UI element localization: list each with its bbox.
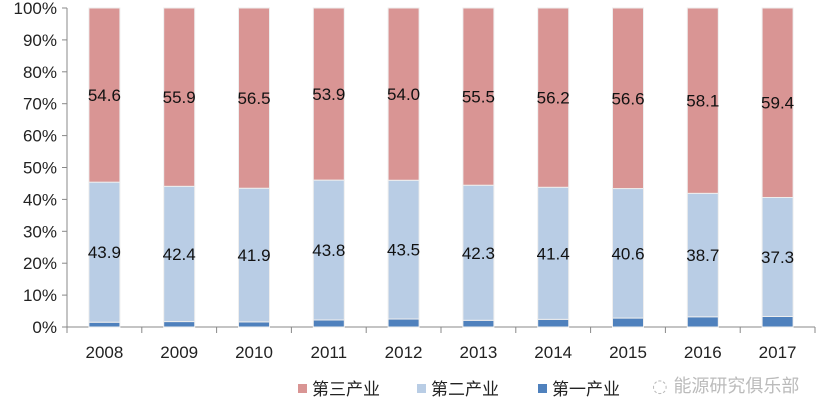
data-label: 56.5 <box>237 89 270 108</box>
bar-segment <box>537 186 570 320</box>
bar-segment <box>163 7 196 187</box>
y-tick-label: 30% <box>23 222 57 241</box>
bar-segment <box>686 192 719 318</box>
data-label: 54.6 <box>88 86 121 105</box>
data-label: 42.4 <box>163 245 196 264</box>
data-label: 55.5 <box>462 88 495 107</box>
bar-segment <box>312 319 345 328</box>
data-label: 59.4 <box>761 94 794 113</box>
legend-label: 第二产业 <box>431 380 499 399</box>
bar-segment <box>612 7 644 190</box>
watermark-text: 能源研究俱乐部 <box>673 376 800 397</box>
bar-segment <box>462 184 495 321</box>
y-tick-label: 50% <box>23 159 57 178</box>
y-tick-label: 40% <box>23 190 57 209</box>
data-label: 55.9 <box>163 88 196 107</box>
legend-swatch <box>298 384 307 393</box>
bar-segment <box>238 321 270 328</box>
y-tick-label: 0% <box>32 318 57 337</box>
y-tick-label: 90% <box>23 31 57 50</box>
bar-segment <box>163 321 196 328</box>
y-tick-label: 20% <box>23 254 57 273</box>
data-label: 38.7 <box>686 246 719 265</box>
data-label: 43.9 <box>88 243 121 262</box>
x-tick-label: 2009 <box>160 343 198 362</box>
data-label: 40.6 <box>611 244 644 263</box>
bar-segment <box>387 318 420 328</box>
bar-segment <box>238 187 270 323</box>
y-tick-label: 10% <box>23 286 57 305</box>
bar-segment <box>238 7 270 189</box>
x-tick-label: 2011 <box>311 343 348 362</box>
legend-label: 第三产业 <box>312 380 380 399</box>
x-tick-label: 2010 <box>235 343 273 362</box>
x-tick-label: 2008 <box>85 343 123 362</box>
bar-segment <box>537 7 570 188</box>
x-tick-label: 2016 <box>684 343 722 362</box>
bar-segment <box>761 7 794 198</box>
bar-segment <box>312 7 345 181</box>
y-tick-label: 100% <box>14 0 57 18</box>
x-tick-label: 2014 <box>534 343 572 362</box>
x-tick-label: 2013 <box>459 343 497 362</box>
y-tick-label: 70% <box>23 95 57 114</box>
data-label: 56.6 <box>611 89 644 108</box>
bar-segment <box>387 7 420 181</box>
bar-segment <box>686 316 719 328</box>
legend-swatch <box>417 384 426 393</box>
x-tick-label: 2017 <box>759 343 797 362</box>
bar-segment <box>462 319 495 328</box>
bar-segment <box>612 188 644 319</box>
y-tick-label: 60% <box>23 127 57 146</box>
y-tick-label: 80% <box>23 63 57 82</box>
bar-segment <box>462 7 495 186</box>
data-label: 43.8 <box>312 241 345 260</box>
data-label: 41.9 <box>237 246 270 265</box>
bar-segment <box>761 315 794 328</box>
bar-segment <box>88 181 121 323</box>
bar-segment <box>88 321 121 328</box>
data-label: 41.4 <box>537 244 570 263</box>
legend-swatch <box>538 384 547 393</box>
bar-segment <box>686 7 719 194</box>
data-label: 42.3 <box>462 244 495 263</box>
bar-segment <box>612 317 644 328</box>
data-label: 37.3 <box>761 248 794 267</box>
data-label: 56.2 <box>537 89 570 108</box>
data-label: 53.9 <box>312 85 345 104</box>
watermark: ◌ 能源研究俱乐部 <box>652 376 800 397</box>
data-label: 58.1 <box>686 92 719 111</box>
bar-segment <box>537 318 570 328</box>
bar-segment <box>387 179 420 320</box>
data-label: 43.5 <box>387 241 420 260</box>
bar-segment <box>88 7 121 183</box>
x-tick-label: 2012 <box>385 343 423 362</box>
x-tick-label: 2015 <box>609 343 647 362</box>
data-label: 54.0 <box>387 85 420 104</box>
legend-label: 第一产业 <box>552 380 620 399</box>
bar-segment <box>312 179 345 321</box>
bar-segment <box>163 185 196 323</box>
